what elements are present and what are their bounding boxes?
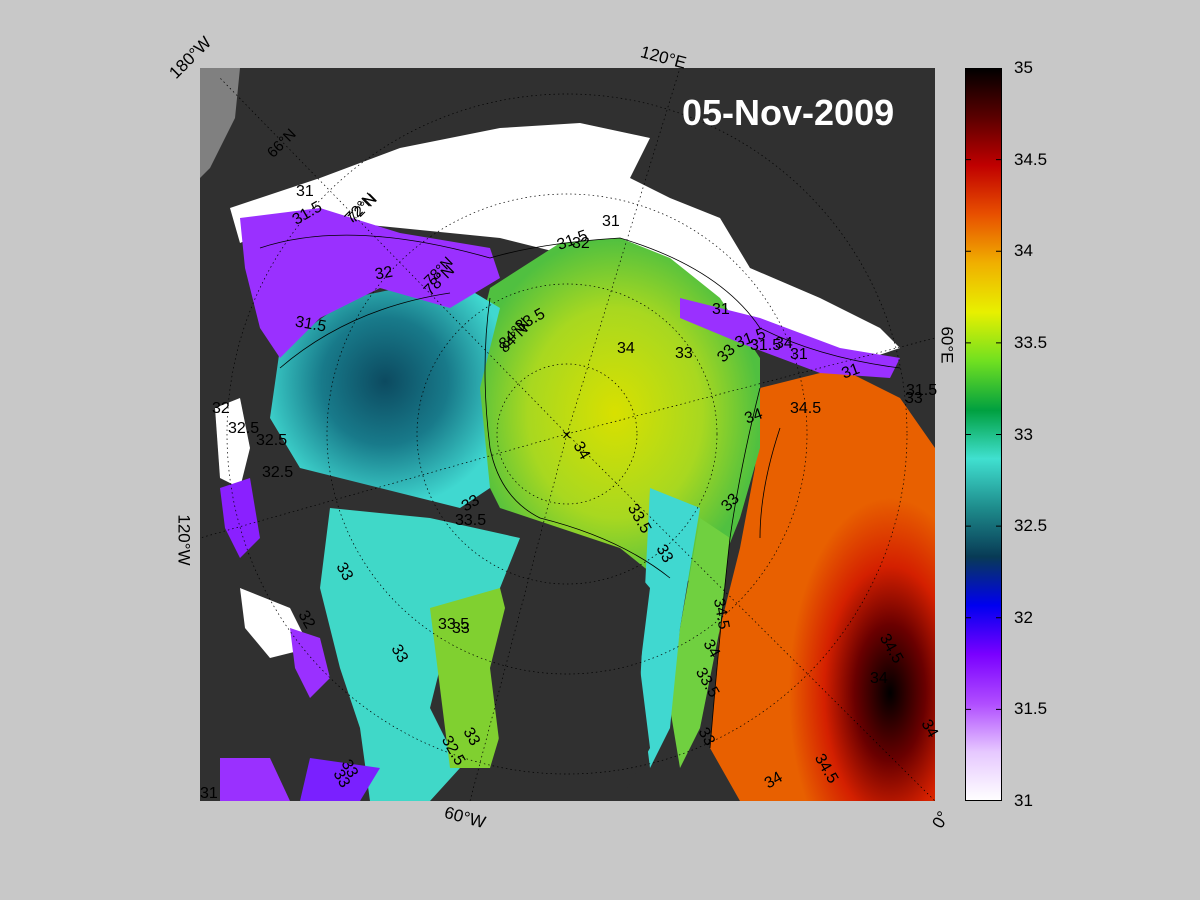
lon-label-0: 0° [928,807,953,832]
colorbar [965,68,1002,801]
contour-label: 31.5 [906,382,938,399]
colorbar-fill [965,68,1002,801]
colorbar-tick-label: 35 [1014,58,1033,77]
colorbar-tick-label: 33 [1014,424,1033,444]
lon-label-60e: 60°E [937,326,957,364]
north-pole-marker: × [562,427,571,444]
contour-label: 31 [296,183,314,200]
central-basin [470,238,760,588]
contour-label: 31.5 [750,337,782,354]
contour-label: 31 [200,785,218,802]
contour-label: 31 [602,213,620,230]
contour-label: 33 [675,345,693,362]
salinity-map: × [200,68,935,801]
fresh-patch-caa [290,628,330,698]
contour-label: 34.5 [790,400,822,417]
contour-label: 34 [617,340,635,357]
contour-label: 31 [790,346,808,363]
atlantic-water [710,368,935,801]
greenland [490,553,650,801]
contour-label: 32.5 [256,432,288,449]
lon-label-120w: 120°W [174,514,194,566]
contour-label: 33 [905,390,923,407]
colorbar-tick-label: 32.5 [1014,516,1048,536]
date-label: 05-Nov-2009 [682,92,895,133]
contour-label: 33.5 [438,616,470,633]
contour-label: 32.5 [262,464,294,481]
colorbar-tick-label: 31 [1014,791,1033,810]
contour-label: 33 [452,620,470,637]
contour-label: 32 [212,400,230,417]
fresh-patch-sw [220,758,290,801]
contour-lines [259,234,901,749]
contour-label: 32 [572,235,590,252]
contour-label: 31 [712,301,730,318]
fresh-shelf [240,208,500,358]
contour-label: 34 [775,335,793,352]
colorbar-tick-label: 34.5 [1014,149,1048,169]
contour-label: 33.5 [455,512,487,529]
east-green-strip [670,518,730,768]
lon-label-60w: 60°W [442,802,488,833]
graticule [200,68,935,801]
caa-channels [320,508,520,801]
sea-ice-west [215,398,250,488]
fresh-patch-s [300,758,380,801]
colorbar-tick-label: 34 [1014,241,1033,261]
colorbar-tick-label: 32 [1014,607,1033,627]
colorbar-tick-label: 33.5 [1014,332,1048,352]
fresh-shelf-west [220,478,260,558]
contour-label: 34 [870,670,888,687]
offmap-region [200,68,240,178]
contour-label: 32.5 [228,420,260,437]
canada-basin [270,278,500,508]
colorbar-tick-label: 31.5 [1014,699,1048,719]
east-cyan-strip [640,488,700,768]
colorbar-ticks [965,68,1002,801]
contour-label: 32 [373,263,395,284]
